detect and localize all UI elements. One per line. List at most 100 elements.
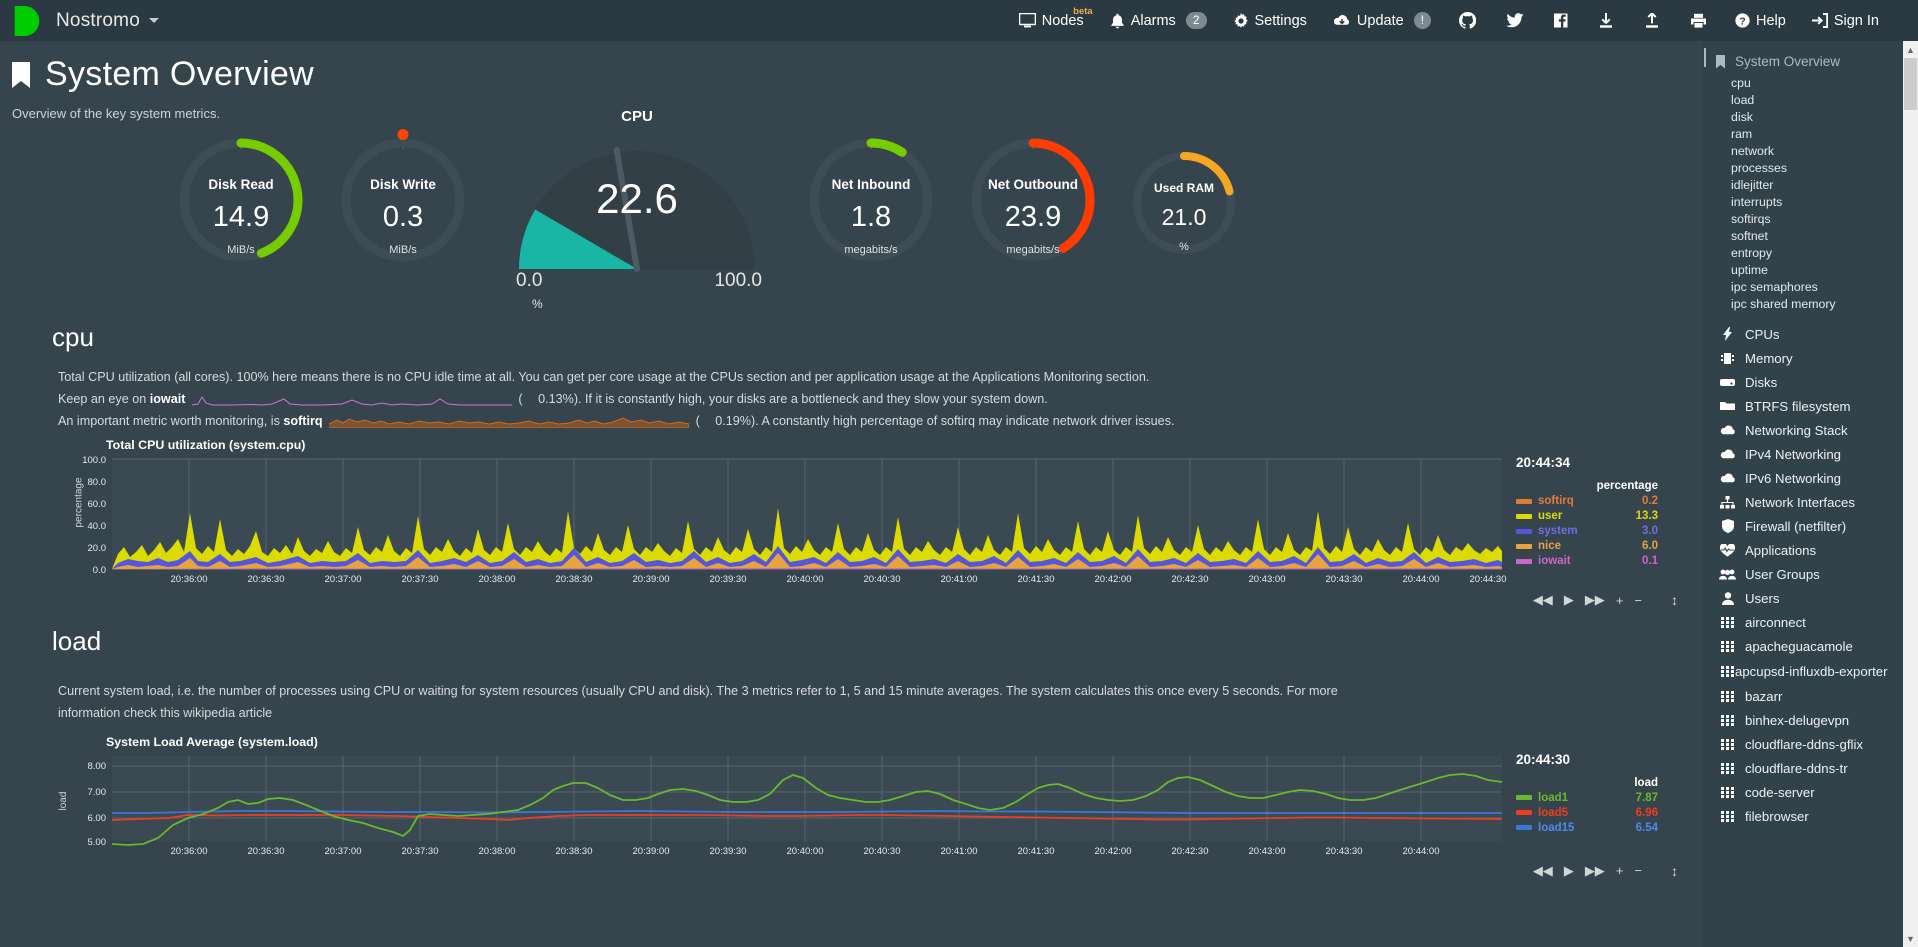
sidebar-item-btrfs-filesystem[interactable]: BTRFS filesystem — [1701, 394, 1918, 418]
sidebar-item-cpus[interactable]: CPUs — [1701, 322, 1918, 346]
chart-zoom-out-button[interactable]: − — [1634, 592, 1642, 608]
sidebar-subitem-disk[interactable]: disk — [1731, 109, 1753, 124]
sidebar-item-airconnect[interactable]: airconnect — [1701, 610, 1918, 634]
sidebar-subitem-ipc-shared-memory[interactable]: ipc shared memory — [1731, 296, 1836, 311]
bookmark-icon — [1716, 54, 1725, 68]
nav-signin[interactable]: Sign In — [1799, 3, 1892, 39]
chart-zoom-in-button[interactable]: + — [1615, 592, 1624, 608]
sidebar-subitem-uptime[interactable]: uptime — [1731, 262, 1768, 277]
legend-name: system — [1538, 525, 1578, 538]
sidebar-subitem-network[interactable]: network — [1731, 143, 1775, 158]
sidebar-subitem-softirqs[interactable]: softirqs — [1731, 211, 1771, 226]
legend-item-load1[interactable]: load1 7.87 — [1516, 792, 1658, 804]
nav-nodes[interactable]: Nodes beta — [1006, 3, 1097, 39]
sidebar-item-system-overview[interactable]: System Overview — [1701, 49, 1918, 74]
right-sidebar: System Overview cpu load disk ram networ… — [1700, 41, 1918, 947]
desc-pre: An important metric worth monitoring, is — [58, 413, 284, 428]
sidebar-item-firewall-netfilter[interactable]: Firewall (netfilter) — [1701, 514, 1918, 538]
sidebar-item-ipv4-networking[interactable]: IPv4 Networking — [1701, 442, 1918, 466]
chart-canvas-cpu[interactable]: percentage 100.0 80.0 60.0 40.0 20.0 0.0 — [58, 453, 1508, 590]
section-desc-load: Current system load, i.e. the number of … — [58, 684, 1338, 721]
sidebar-item-code-server[interactable]: code-server — [1701, 781, 1918, 805]
svg-text:20:37:30: 20:37:30 — [402, 574, 439, 585]
sidebar-subitem-ram[interactable]: ram — [1731, 126, 1753, 141]
legend-item-load5[interactable]: load5 6.96 — [1516, 807, 1658, 819]
sidebar-subitem-processes[interactable]: processes — [1731, 160, 1788, 175]
nav-import[interactable] — [1583, 3, 1629, 39]
grid-icon — [1719, 763, 1736, 775]
scroll-down-arrow[interactable]: ▼ — [1903, 930, 1918, 947]
brand-dropdown[interactable]: Nostromo — [56, 10, 159, 32]
window-scrollbar[interactable]: ▲ ▼ — [1903, 41, 1918, 947]
nav-export[interactable] — [1629, 3, 1675, 39]
sidebar-item-binhex-delugevpn[interactable]: binhex-delugevpn — [1701, 709, 1918, 733]
sidebar-item-user-groups[interactable]: User Groups — [1701, 562, 1918, 586]
hdd-icon — [1719, 377, 1736, 388]
gauge-net-inbound[interactable]: Net Inbound 1.8 megabits/s — [790, 129, 952, 304]
gauge-ring-used-ram — [1133, 152, 1235, 254]
sidebar-item-cloudflare-ddns-tr[interactable]: cloudflare-ddns-tr — [1701, 757, 1918, 781]
chart-rewind-button[interactable]: ◀◀ — [1532, 592, 1553, 608]
chart-forward-button[interactable]: ▶▶ — [1584, 592, 1605, 608]
nav-update[interactable]: Update ! — [1320, 2, 1444, 39]
gauge-disk-write[interactable]: Disk Write 0.3 MiB/s — [322, 129, 484, 304]
svg-text:6.00: 6.00 — [88, 813, 107, 824]
gauge-cpu[interactable]: CPU 22.6 0.0 % 100.0 — [502, 108, 772, 314]
chart-canvas-load[interactable]: load 8.00 7.00 6.00 5.00 — [58, 750, 1508, 861]
nav-twitter[interactable] — [1491, 3, 1539, 38]
legend-item-load15[interactable]: load15 6.54 — [1516, 822, 1658, 834]
legend-item-nice[interactable]: nice 6.0 — [1516, 540, 1658, 552]
sidebar-item-apcupsd-influxdb-exporter[interactable]: apcupsd-influxdb-exporter — [1701, 658, 1918, 685]
legend-value: 6.96 — [1635, 806, 1658, 819]
chart-play-button[interactable]: ▶ — [1563, 592, 1574, 608]
sidebar-subitem-softnet[interactable]: softnet — [1731, 228, 1768, 243]
legend-item-user[interactable]: user 13.3 — [1516, 510, 1658, 522]
sidebar-item-disks[interactable]: Disks — [1701, 370, 1918, 394]
legend-item-iowait[interactable]: iowait 0.1 — [1516, 555, 1658, 567]
sidebar-item-ipv6-networking[interactable]: IPv6 Networking — [1701, 466, 1918, 490]
chart-play-button[interactable]: ▶ — [1563, 862, 1574, 878]
sidebar-item-applications[interactable]: Applications — [1701, 538, 1918, 562]
sidebar-item-apacheguacamole[interactable]: apacheguacamole — [1701, 634, 1918, 658]
nav-facebook[interactable] — [1539, 3, 1583, 38]
gauge-disk-read[interactable]: Disk Read 14.9 MiB/s — [160, 129, 322, 304]
sidebar-item-network-interfaces[interactable]: Network Interfaces — [1701, 490, 1918, 514]
gauge-ring-net-inbound — [809, 138, 933, 262]
window-scroll-thumb[interactable] — [1904, 58, 1917, 110]
sidebar-item-memory[interactable]: Memory — [1701, 346, 1918, 370]
legend-item-system[interactable]: system 3.0 — [1516, 525, 1658, 537]
sidebar-subitem-load[interactable]: load — [1731, 92, 1755, 107]
chart-forward-button[interactable]: ▶▶ — [1584, 862, 1605, 878]
chart-rewind-button[interactable]: ◀◀ — [1532, 862, 1553, 878]
sidebar-item-label: Network Interfaces — [1745, 494, 1855, 510]
sidebar-item-cloudflare-ddns-gflix[interactable]: cloudflare-ddns-gflix — [1701, 733, 1918, 757]
nav-github[interactable] — [1444, 2, 1491, 39]
sidebar-item-filebrowser[interactable]: filebrowser — [1701, 805, 1918, 829]
nav-alarms[interactable]: Alarms 2 — [1097, 2, 1220, 39]
scroll-up-arrow[interactable]: ▲ — [1903, 41, 1918, 58]
sidebar-item-label: code-server — [1745, 785, 1815, 801]
chart-resize-handle[interactable]: ↕ — [1671, 592, 1678, 609]
sidebar-subitem-cpu[interactable]: cpu — [1731, 75, 1751, 90]
sidebar-subitem-ipc-semaphores[interactable]: ipc semaphores — [1731, 279, 1818, 294]
sidebar-subitem-entropy[interactable]: entropy — [1731, 245, 1773, 260]
chart-zoom-in-button[interactable]: + — [1615, 863, 1624, 879]
sidebar-item-users[interactable]: Users — [1701, 586, 1918, 610]
chart-zoom-out-button[interactable]: − — [1634, 863, 1642, 879]
sidebar-item-networking-stack[interactable]: Networking Stack — [1701, 418, 1918, 442]
sidebar-subitem-interrupts[interactable]: interrupts — [1731, 194, 1783, 209]
nav-help[interactable]: ? Help — [1722, 3, 1799, 39]
nav-print[interactable] — [1675, 3, 1722, 39]
legend-item-softirq[interactable]: softirq 0.2 — [1516, 495, 1658, 507]
nav-settings[interactable]: Settings — [1220, 3, 1320, 39]
sidebar-item-bazarr[interactable]: bazarr — [1701, 685, 1918, 709]
chart-resize-handle[interactable]: ↕ — [1671, 862, 1678, 879]
gauge-used-ram[interactable]: Used RAM 21.0 % — [1114, 129, 1254, 304]
gauge-net-outbound[interactable]: Net Outbound 23.9 megabits/s — [952, 129, 1114, 304]
gauges-row: Disk Read 14.9 MiB/s — [0, 108, 1700, 311]
legend-name: nice — [1538, 540, 1562, 553]
svg-text:20:36:00: 20:36:00 — [171, 574, 208, 585]
sidebar-subitem-idlejitter[interactable]: idlejitter — [1731, 177, 1774, 192]
svg-text:20:37:00: 20:37:00 — [325, 846, 362, 856]
page-title: System Overview — [45, 55, 314, 93]
